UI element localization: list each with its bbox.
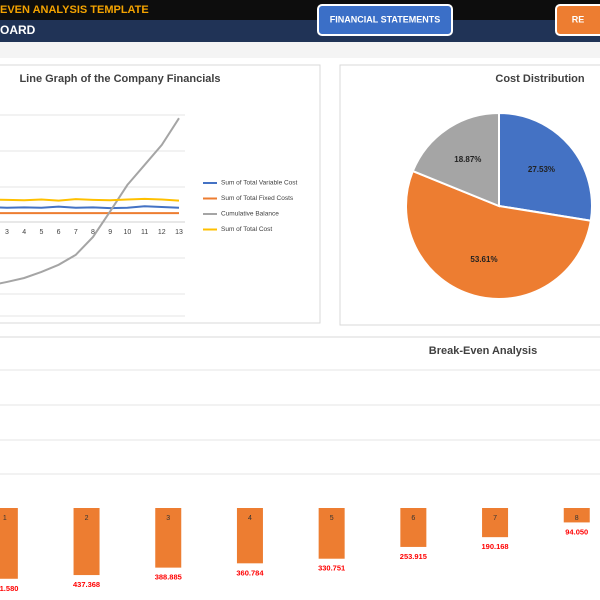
category-label: 5	[330, 515, 334, 522]
chart-title: Cost Distribution	[495, 73, 584, 85]
bar	[155, 508, 182, 568]
pie-slice	[411, 111, 500, 208]
legend-label: Sum of Total Cost	[221, 226, 272, 233]
x-tick-label: 13	[175, 229, 183, 236]
x-tick-label: 12	[158, 229, 166, 236]
data-label: 330.751	[318, 564, 345, 573]
bar	[73, 508, 100, 576]
data-label: 27.53%	[528, 165, 555, 174]
data-label: 360.784	[236, 568, 264, 577]
x-tick-label: 6	[57, 229, 61, 236]
x-tick-label: 9	[108, 229, 112, 236]
category-label: 6	[411, 515, 415, 522]
app-title: EVEN ANALYSIS TEMPLATE	[0, 4, 149, 16]
spacer	[0, 42, 600, 58]
legend-label: Cumulative Balance	[221, 211, 279, 218]
line-series	[0, 205, 180, 210]
x-tick-label: 10	[124, 229, 132, 236]
line-grid	[0, 114, 185, 317]
data-label: 461.580	[0, 584, 18, 593]
x-tick-label: 3	[5, 229, 9, 236]
panel	[0, 336, 600, 600]
subtitle-bar	[0, 20, 600, 42]
button-label[interactable]: RE	[572, 14, 585, 24]
category-label: 7	[493, 515, 497, 522]
panel	[0, 64, 321, 324]
line-series	[0, 117, 180, 285]
data-label: 437.368	[73, 580, 100, 589]
legend-label: Sum of Total Fixed Costs	[221, 195, 294, 202]
data-label: 253.915	[400, 552, 427, 561]
category-label: 8	[575, 515, 579, 522]
bar	[563, 508, 590, 523]
bar	[0, 508, 18, 579]
chart-title: Break-Even Analysis	[429, 345, 537, 357]
data-label: 18.87%	[454, 155, 481, 164]
bar	[236, 508, 263, 564]
x-tick-label: 11	[141, 229, 148, 236]
data-label: 53.61%	[470, 255, 497, 264]
category-label: 1	[3, 515, 7, 522]
pie-slice	[498, 111, 593, 222]
legend-label: Sum of Total Variable Cost	[221, 180, 298, 187]
chart-title: Line Graph of the Company Financials	[19, 73, 220, 85]
data-label: 388.885	[155, 573, 182, 582]
button[interactable]	[317, 4, 453, 36]
data-label: 94.050	[565, 527, 588, 536]
x-tick-label: 5	[39, 229, 43, 236]
data-label: 190.168	[481, 542, 508, 551]
bar-grid	[0, 369, 600, 475]
button[interactable]	[555, 4, 600, 36]
category-label: 3	[166, 515, 170, 522]
app-subtitle: OARD	[0, 23, 36, 37]
pie-slice	[405, 169, 592, 300]
x-tick-label: 7	[74, 229, 78, 236]
category-label: 2	[85, 515, 89, 522]
x-tick-label: 8	[91, 229, 95, 236]
category-label: 4	[248, 515, 252, 522]
line-series	[0, 197, 180, 202]
x-tick-label: 4	[22, 229, 26, 236]
bar	[318, 508, 345, 559]
bar	[482, 508, 509, 538]
bar	[400, 508, 427, 547]
button-label[interactable]: FINANCIAL STATEMENTS	[330, 14, 441, 24]
